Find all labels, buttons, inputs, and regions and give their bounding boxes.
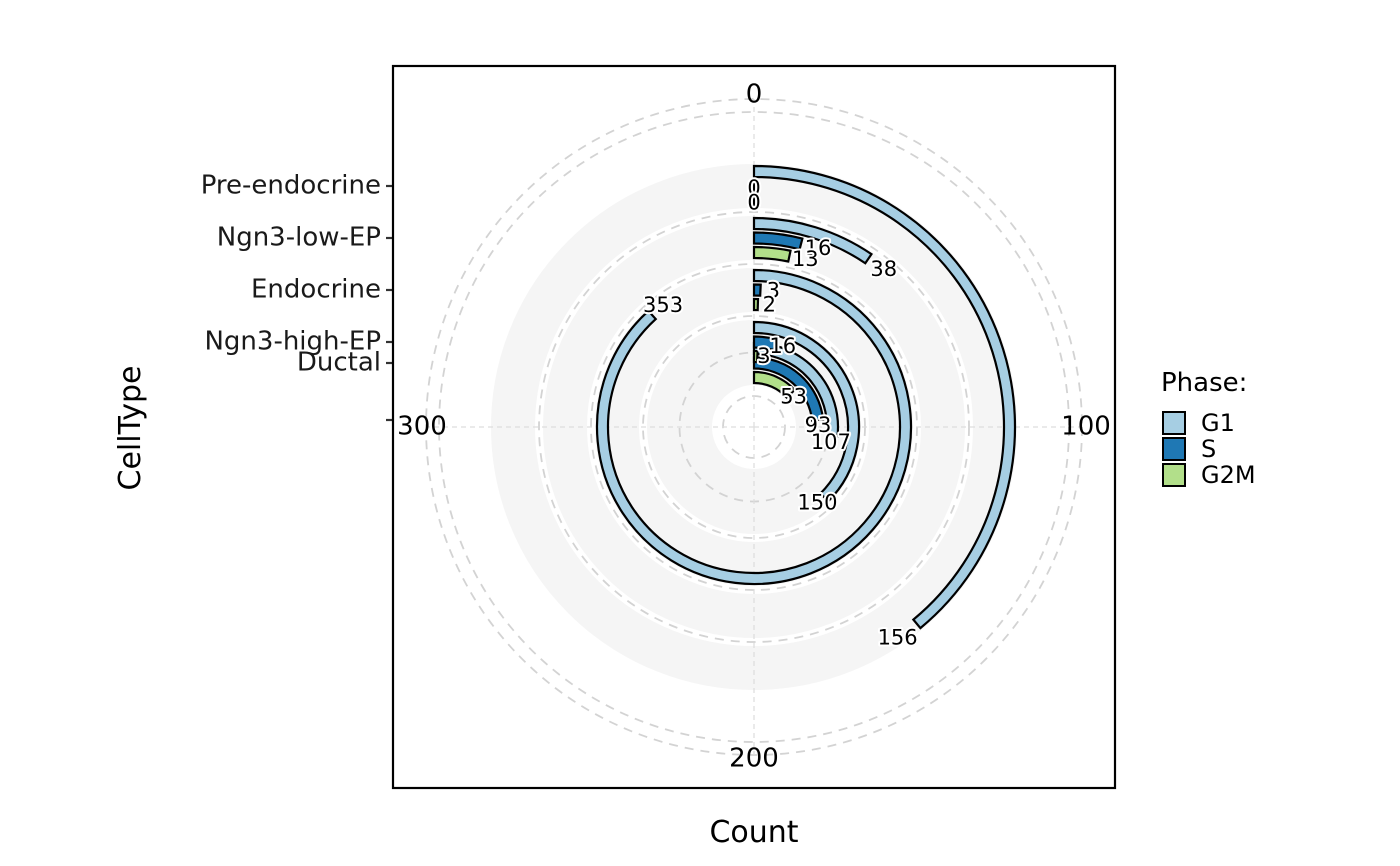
legend-label-g2m: G2M bbox=[1201, 461, 1256, 489]
value-label-ductal-s: 93 bbox=[805, 413, 832, 437]
bar-ductal-g2m bbox=[752, 370, 797, 399]
bar-ngn3-high-ep-g2m bbox=[752, 349, 759, 364]
value-label-ngn3-high-ep-g1: 150 bbox=[797, 491, 837, 515]
value-label-ngn3-high-ep-g2m: 3 bbox=[757, 344, 770, 368]
y-tick-label-ductal: Ductal bbox=[297, 348, 381, 378]
bar-ngn3-low-ep-g1 bbox=[752, 216, 874, 265]
bar-endocrine-g1 bbox=[595, 268, 913, 586]
bar-ngn3-high-ep-g1 bbox=[752, 320, 861, 503]
bar-ductal-s bbox=[752, 356, 825, 422]
value-label-ngn3-low-ep-g1: 38 bbox=[870, 257, 897, 281]
legend-title: Phase: bbox=[1161, 368, 1247, 398]
value-label-pre-endocrine-g1: 156 bbox=[878, 625, 918, 649]
bar-ngn3-low-ep-g2m bbox=[752, 245, 792, 263]
legend-key-s bbox=[1162, 437, 1186, 461]
y-tick-label-endocrine: Endocrine bbox=[251, 275, 381, 305]
value-label-ngn3-low-ep-g2m: 13 bbox=[792, 247, 819, 271]
bar-ngn3-high-ep-s bbox=[752, 335, 778, 352]
value-label-ngn3-high-ep-s: 16 bbox=[769, 334, 796, 358]
y-tick-label-ngn3-high-ep: Ngn3-high-EP bbox=[204, 327, 381, 357]
theta-tick-label: 300 bbox=[397, 412, 447, 442]
value-label-pre-endocrine-g2m: 0 bbox=[747, 191, 760, 215]
legend-key-g2m bbox=[1162, 463, 1186, 487]
theta-tick-label: 200 bbox=[729, 744, 779, 774]
bar-endocrine-g2m bbox=[752, 297, 760, 312]
value-label-ngn3-low-ep-s: 16 bbox=[805, 236, 832, 260]
y-tick-label-ngn3-low-ep: Ngn3-low-EP bbox=[217, 223, 381, 253]
bars bbox=[595, 164, 1017, 630]
panel-border bbox=[391, 64, 1117, 790]
value-label-pre-endocrine-s: 0 bbox=[747, 176, 760, 200]
grid-circle bbox=[538, 211, 970, 643]
y-tick-label-pre-endocrine: Pre-endocrine bbox=[201, 171, 381, 201]
value-label-ductal-g2m: 53 bbox=[780, 384, 807, 408]
bar-pre-endocrine-g1 bbox=[752, 164, 1017, 630]
legend-label-s: S bbox=[1201, 435, 1216, 463]
legend-label-g1: G1 bbox=[1201, 409, 1235, 437]
theta-tick-label: 0 bbox=[746, 80, 763, 110]
bar-ductal-g1 bbox=[752, 341, 840, 438]
value-label-endocrine-s: 3 bbox=[767, 278, 780, 302]
value-label-endocrine-g2m: 2 bbox=[763, 292, 776, 316]
y-axis-title: CellType bbox=[113, 366, 148, 491]
theta-tick-label: 100 bbox=[1061, 412, 1111, 442]
x-axis-title: Count bbox=[709, 815, 798, 850]
bar-endocrine-s bbox=[752, 283, 762, 297]
bar-ngn3-low-ep-s bbox=[752, 231, 804, 251]
value-label-ductal-g1: 107 bbox=[811, 430, 851, 454]
value-label-endocrine-g1: 353 bbox=[643, 293, 683, 317]
legend-key-g1 bbox=[1162, 411, 1186, 435]
axes: Count CellType 0100200300DuctalNgn3-high… bbox=[113, 80, 1111, 851]
